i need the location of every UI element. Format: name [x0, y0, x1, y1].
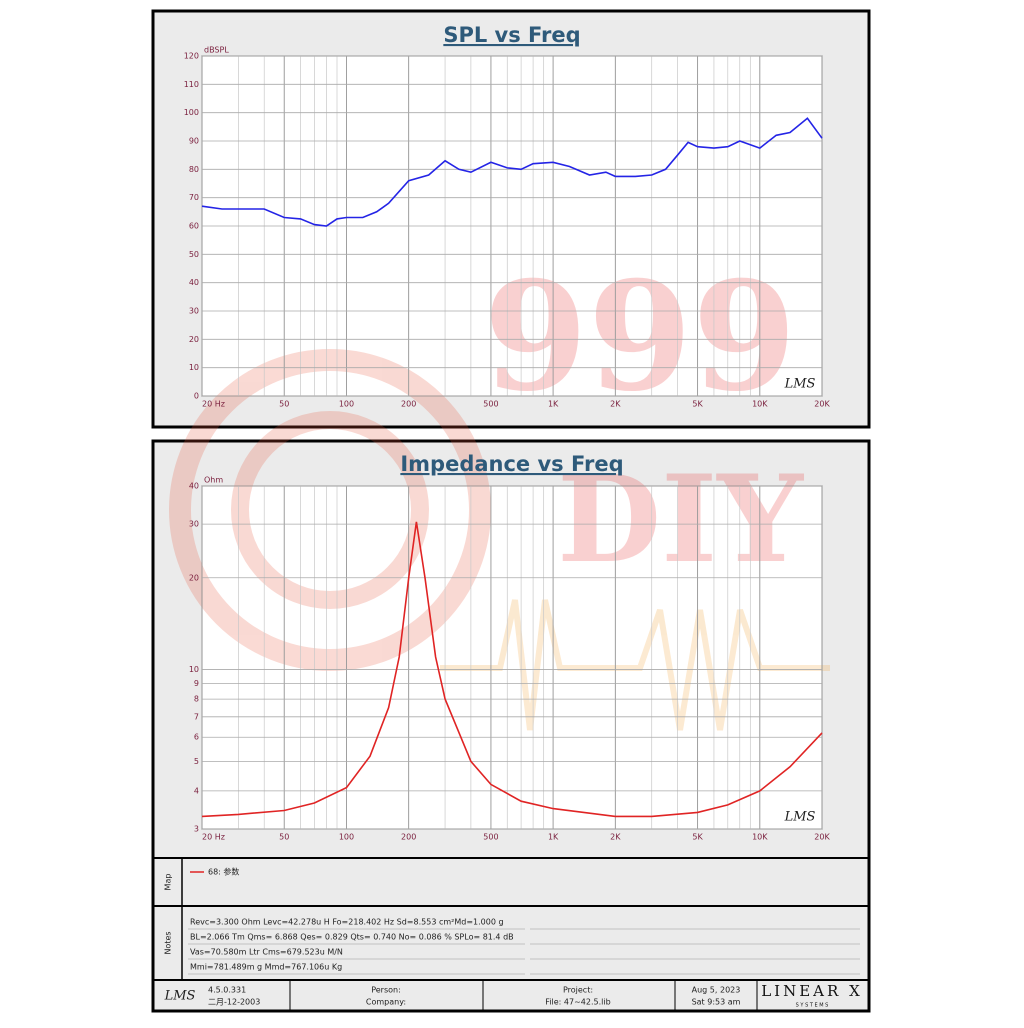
watermark-ring	[231, 411, 429, 609]
watermark-ring	[169, 349, 491, 671]
x-tick-label: 50	[279, 833, 289, 842]
plot-logo: LMS	[784, 810, 816, 825]
version: 4.5.0.331	[208, 986, 246, 995]
y-tick-label: 7	[194, 712, 199, 721]
date: Aug 5, 2023	[692, 986, 741, 995]
y-tick-label: 80	[189, 165, 199, 174]
person: Person:	[371, 986, 401, 995]
y-tick-label: 4	[194, 786, 199, 795]
y-tick-label: 90	[189, 137, 199, 146]
x-tick-label: 20 Hz	[202, 833, 225, 842]
data-line	[201, 521, 823, 818]
plot-logo: LMS	[784, 377, 816, 392]
y-tick-label: 60	[189, 222, 199, 231]
y-tick-label: 30	[189, 520, 199, 529]
y-axis-label: Ohm	[204, 476, 223, 485]
data-line	[201, 117, 823, 227]
x-tick-label: 50	[279, 400, 289, 409]
x-tick-label: 20K	[814, 400, 830, 409]
note-line: Mmi=781.489m g Mmd=767.106u Kg	[190, 963, 342, 972]
company: Company:	[366, 998, 406, 1007]
footer-logo: LMS	[164, 989, 196, 1004]
x-tick-label: 2K	[610, 833, 621, 842]
y-tick-label: 3	[194, 825, 199, 834]
x-tick-label: 100	[339, 833, 354, 842]
legend-entry: 68: 参数	[208, 867, 239, 877]
watermark-wave	[440, 599, 830, 731]
y-tick-label: 70	[189, 193, 199, 202]
y-tick-label: 30	[189, 307, 199, 316]
x-tick-label: 10K	[752, 833, 768, 842]
y-tick-label: 40	[189, 482, 199, 491]
y-axis-label: dBSPL	[204, 46, 229, 55]
chart-title: Impedance vs Freq	[400, 452, 623, 476]
y-tick-label: 20	[189, 573, 199, 582]
y-tick-label: 8	[194, 695, 199, 704]
x-tick-label: 20 Hz	[202, 400, 225, 409]
x-tick-label: 5K	[692, 833, 703, 842]
brand: LINEAR X	[761, 982, 863, 1000]
notes-label: Notes	[164, 931, 173, 954]
y-tick-label: 10	[189, 665, 199, 674]
project: Project:	[563, 986, 593, 995]
x-tick-label: 5K	[692, 400, 703, 409]
y-tick-label: 5	[194, 757, 199, 766]
x-tick-label: 2K	[610, 400, 621, 409]
y-tick-label: 50	[189, 250, 199, 259]
note-line: Vas=70.580m Ltr Cms=679.523u M/N	[190, 948, 343, 957]
notes-lines: Revc=3.300 Ohm Levc=42.278u H Fo=218.402…	[188, 918, 860, 975]
x-tick-label: 200	[401, 400, 416, 409]
brand-sub: S Y S T E M S	[796, 1003, 829, 1009]
time: Sat 9:53 am	[692, 998, 741, 1007]
x-tick-label: 20K	[814, 833, 830, 842]
y-tick-label: 6	[194, 733, 199, 742]
x-tick-label: 200	[401, 833, 416, 842]
build-date: 二月-12-2003	[208, 998, 260, 1007]
y-tick-label: 9	[194, 679, 199, 688]
y-tick-label: 10	[189, 363, 199, 372]
watermark-text: DIY	[557, 449, 804, 590]
x-tick-label: 500	[483, 833, 498, 842]
x-tick-label: 1K	[548, 833, 559, 842]
chart-title: SPL vs Freq	[443, 23, 580, 47]
watermark-number: 999	[483, 249, 796, 425]
note-line: BL=2.066 Tm Qms= 6.868 Qes= 0.829 Qts= 0…	[190, 933, 514, 942]
file: File: 47~42.5.lib	[545, 998, 610, 1007]
y-tick-label: 40	[189, 278, 199, 287]
x-tick-label: 100	[339, 400, 354, 409]
x-tick-label: 1K	[548, 400, 559, 409]
x-tick-label: 500	[483, 400, 498, 409]
y-tick-label: 20	[189, 335, 199, 344]
x-tick-label: 10K	[752, 400, 768, 409]
map-label: Map	[164, 874, 173, 891]
y-tick-label: 110	[184, 80, 199, 89]
y-tick-label: 120	[184, 52, 199, 61]
impedance-plot-area	[201, 485, 823, 830]
note-line: Revc=3.300 Ohm Levc=42.278u H Fo=218.402…	[190, 918, 504, 927]
y-tick-label: 0	[194, 392, 199, 401]
y-tick-label: 100	[184, 108, 199, 117]
